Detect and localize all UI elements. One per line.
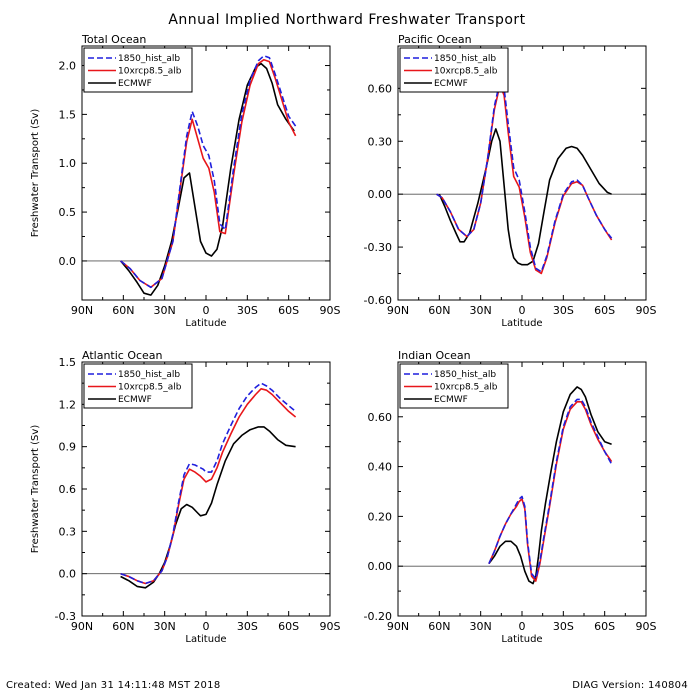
pacific-ocean-series-10xrcp8-5-alb bbox=[436, 84, 613, 275]
total-ocean-ytick-label: 0.5 bbox=[59, 206, 77, 219]
atlantic-ocean-legend-label-1850-hist-alb: 1850_hist_alb bbox=[118, 370, 180, 380]
indian-ocean-ytick-label: 0.20 bbox=[368, 510, 393, 523]
total-ocean-ytick-label: 1.0 bbox=[59, 157, 77, 170]
indian-ocean-xtick-label: 60N bbox=[428, 620, 450, 633]
pacific-ocean-ytick-label: 0.30 bbox=[368, 135, 393, 148]
total-ocean-legend-label-10xrcp8-5-alb: 10xrcp8.5_alb bbox=[118, 67, 182, 77]
indian-ocean-legend-label-1850-hist-alb: 1850_hist_alb bbox=[434, 370, 496, 380]
pacific-ocean-title: Pacific Ocean bbox=[398, 33, 472, 46]
indian-ocean-xtick-label: 30N bbox=[470, 620, 492, 633]
atlantic-ocean-xlabel: Latitude bbox=[185, 634, 226, 645]
atlantic-ocean-ytick-label: 0.9 bbox=[59, 441, 77, 454]
atlantic-ocean-ytick-label: 1.2 bbox=[59, 398, 77, 411]
atlantic-ocean-ytick-label: 0.6 bbox=[59, 483, 77, 496]
pacific-ocean-xtick-label: 90S bbox=[636, 304, 657, 317]
total-ocean-xlabel: Latitude bbox=[185, 318, 226, 329]
pacific-ocean-ytick-label: -0.30 bbox=[364, 241, 392, 254]
atlantic-ocean-xtick-label: 90N bbox=[71, 620, 93, 633]
indian-ocean-ytick-label: -0.20 bbox=[364, 610, 392, 623]
atlantic-ocean-series-ecmwf bbox=[120, 426, 296, 589]
total-ocean-xtick-label: 60S bbox=[278, 304, 299, 317]
total-ocean-legend-label-1850-hist-alb: 1850_hist_alb bbox=[118, 54, 180, 64]
indian-ocean-series-ecmwf bbox=[488, 386, 612, 585]
pacific-ocean-xtick-label: 30N bbox=[470, 304, 492, 317]
pacific-ocean-xtick-label: 90N bbox=[387, 304, 409, 317]
atlantic-ocean-xtick-label: 30N bbox=[154, 620, 176, 633]
atlantic-ocean-ytick-label: 1.5 bbox=[59, 356, 77, 369]
atlantic-ocean-xtick-label: 30S bbox=[237, 620, 258, 633]
indian-ocean-ytick-label: 0.40 bbox=[368, 461, 393, 474]
total-ocean-ytick-label: 1.5 bbox=[59, 108, 77, 121]
total-ocean-xtick-label: 0 bbox=[203, 304, 210, 317]
pacific-ocean-legend-label-10xrcp8-5-alb: 10xrcp8.5_alb bbox=[434, 67, 498, 77]
pacific-ocean-series-1850-hist-alb bbox=[436, 80, 613, 273]
atlantic-ocean-xtick-label: 0 bbox=[203, 620, 210, 633]
total-ocean-xtick-label: 60N bbox=[112, 304, 134, 317]
pacific-ocean-xtick-label: 30S bbox=[553, 304, 574, 317]
pacific-ocean-xlabel: Latitude bbox=[501, 318, 542, 329]
total-ocean-series-1850-hist-alb bbox=[120, 55, 297, 289]
indian-ocean-xlabel: Latitude bbox=[501, 634, 542, 645]
indian-ocean-series-10xrcp8-5-alb bbox=[488, 401, 613, 582]
pacific-ocean-series-ecmwf bbox=[438, 128, 612, 266]
pacific-ocean-legend: 1850_hist_alb 10xrcp8.5_alb ECMWF bbox=[399, 47, 509, 93]
indian-ocean-xtick-label: 30S bbox=[553, 620, 574, 633]
atlantic-ocean-series-10xrcp8-5-alb bbox=[120, 388, 297, 585]
diag-version: DIAG Version: 140804 bbox=[572, 680, 688, 691]
atlantic-ocean-xtick-label: 60S bbox=[278, 620, 299, 633]
indian-ocean-legend: 1850_hist_alb 10xrcp8.5_alb ECMWF bbox=[399, 363, 509, 409]
indian-ocean-title: Indian Ocean bbox=[398, 349, 471, 362]
atlantic-ocean-ytick-label: -0.3 bbox=[55, 610, 76, 623]
pacific-ocean-xtick-label: 60N bbox=[428, 304, 450, 317]
pacific-ocean-legend-label-ecmwf: ECMWF bbox=[434, 79, 468, 89]
indian-ocean-xtick-label: 0 bbox=[519, 620, 526, 633]
indian-ocean-legend-label-10xrcp8-5-alb: 10xrcp8.5_alb bbox=[434, 383, 498, 393]
atlantic-ocean-series-1850-hist-alb bbox=[120, 382, 297, 585]
total-ocean-series-ecmwf bbox=[119, 62, 295, 296]
atlantic-ocean-ytick-label: 0.0 bbox=[59, 568, 77, 581]
total-ocean-xtick-label: 90N bbox=[71, 304, 93, 317]
total-ocean-legend-label-ecmwf: ECMWF bbox=[118, 79, 152, 89]
total-ocean-ylabel: Freshwater Transport (Sv) bbox=[30, 109, 41, 238]
atlantic-ocean-legend-label-10xrcp8-5-alb: 10xrcp8.5_alb bbox=[118, 383, 182, 393]
indian-ocean-xtick-label: 90S bbox=[636, 620, 657, 633]
pacific-ocean-ytick-label: 0.60 bbox=[368, 82, 393, 95]
indian-ocean-series-1850-hist-alb bbox=[488, 398, 613, 580]
total-ocean-ytick-label: 2.0 bbox=[59, 60, 77, 73]
pacific-ocean-ytick-label: 0.00 bbox=[368, 188, 393, 201]
indian-ocean-legend-label-ecmwf: ECMWF bbox=[434, 395, 468, 405]
panels-group: 2.0 1.5 1.0 0.5 0.0 90N 60N 30N 0 30S 60S 90S Total … bbox=[30, 33, 657, 645]
total-ocean-xtick-label: 90S bbox=[320, 304, 341, 317]
total-ocean-ytick-label: 0.0 bbox=[59, 255, 77, 268]
figure-title: Annual Implied Northward Freshwater Tran… bbox=[168, 12, 525, 28]
atlantic-ocean-legend-label-ecmwf: ECMWF bbox=[118, 395, 152, 405]
indian-ocean-ytick-label: 0.00 bbox=[368, 560, 393, 573]
indian-ocean-ytick-label: 0.60 bbox=[368, 411, 393, 424]
indian-ocean-xtick-label: 90N bbox=[387, 620, 409, 633]
total-ocean-series-10xrcp8-5-alb bbox=[120, 58, 297, 289]
total-ocean-xtick-label: 30S bbox=[237, 304, 258, 317]
atlantic-ocean-legend: 1850_hist_alb 10xrcp8.5_alb ECMWF bbox=[83, 363, 193, 409]
atlantic-ocean-xtick-label: 90S bbox=[320, 620, 341, 633]
indian-ocean-xtick-label: 60S bbox=[594, 620, 615, 633]
created-timestamp: Created: Wed Jan 31 14:11:48 MST 2018 bbox=[6, 680, 221, 691]
total-ocean-panel: 2.0 1.5 1.0 0.5 0.0 90N 60N 30N 0 30S 60S 90S Total … bbox=[30, 33, 341, 329]
pacific-ocean-xtick-label: 0 bbox=[519, 304, 526, 317]
atlantic-ocean-ylabel: Freshwater Transport (Sv) bbox=[30, 425, 41, 554]
total-ocean-title: Total Ocean bbox=[81, 33, 146, 46]
atlantic-ocean-title: Atlantic Ocean bbox=[82, 349, 163, 362]
atlantic-ocean-ytick-label: 0.3 bbox=[59, 525, 77, 538]
atlantic-ocean-xtick-label: 60N bbox=[112, 620, 134, 633]
pacific-ocean-xtick-label: 60S bbox=[594, 304, 615, 317]
pacific-ocean-legend-label-1850-hist-alb: 1850_hist_alb bbox=[434, 54, 496, 64]
pacific-ocean-ytick-label: -0.60 bbox=[364, 294, 392, 307]
total-ocean-legend: 1850_hist_alb 10xrcp8.5_alb ECMWF bbox=[83, 47, 193, 93]
total-ocean-xtick-label: 30N bbox=[154, 304, 176, 317]
